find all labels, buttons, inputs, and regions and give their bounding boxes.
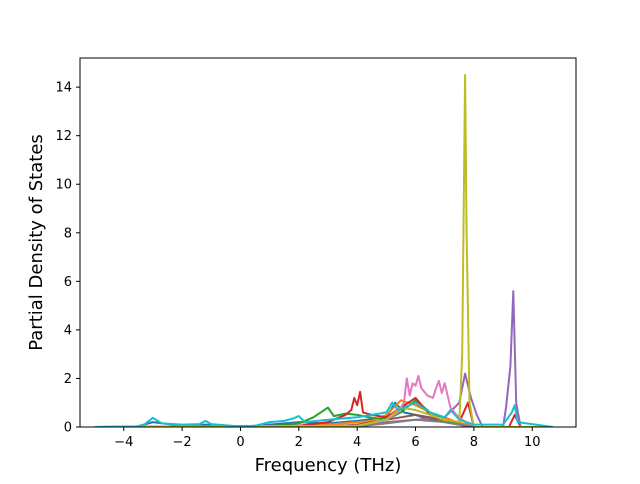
axes-frame bbox=[79, 57, 577, 428]
y-axis-label: Partial Density of States bbox=[26, 134, 47, 351]
x-tick-label: 2 bbox=[295, 435, 303, 450]
y-tick-label: 6 bbox=[64, 275, 72, 290]
y-tick-label: 10 bbox=[55, 178, 72, 193]
y-tick-label: 8 bbox=[64, 226, 72, 241]
y-tick-label: 14 bbox=[55, 81, 72, 96]
x-tick-label: 4 bbox=[353, 435, 361, 450]
x-axis-label: Frequency (THz) bbox=[255, 455, 402, 476]
series-line-5 bbox=[94, 290, 553, 427]
x-axis-ticks: −4 −2 0 2 4 6 8 10 bbox=[114, 427, 541, 450]
x-tick-label: 8 bbox=[470, 435, 478, 450]
x-tick-label: 6 bbox=[411, 435, 419, 450]
x-tick-label: 10 bbox=[524, 435, 541, 450]
series-lines bbox=[94, 74, 553, 427]
y-tick-label: 4 bbox=[64, 323, 72, 338]
x-tick-label: −2 bbox=[173, 435, 192, 450]
y-tick-label: 0 bbox=[64, 421, 72, 436]
series-line-10 bbox=[94, 401, 553, 427]
x-tick-label: −4 bbox=[114, 435, 133, 450]
y-tick-label: 12 bbox=[55, 129, 72, 144]
series-line-9 bbox=[94, 74, 553, 427]
x-tick-label: 0 bbox=[236, 435, 244, 450]
y-tick-label: 2 bbox=[64, 372, 72, 387]
y-axis-ticks: 0 2 4 6 8 10 12 14 bbox=[55, 81, 80, 436]
